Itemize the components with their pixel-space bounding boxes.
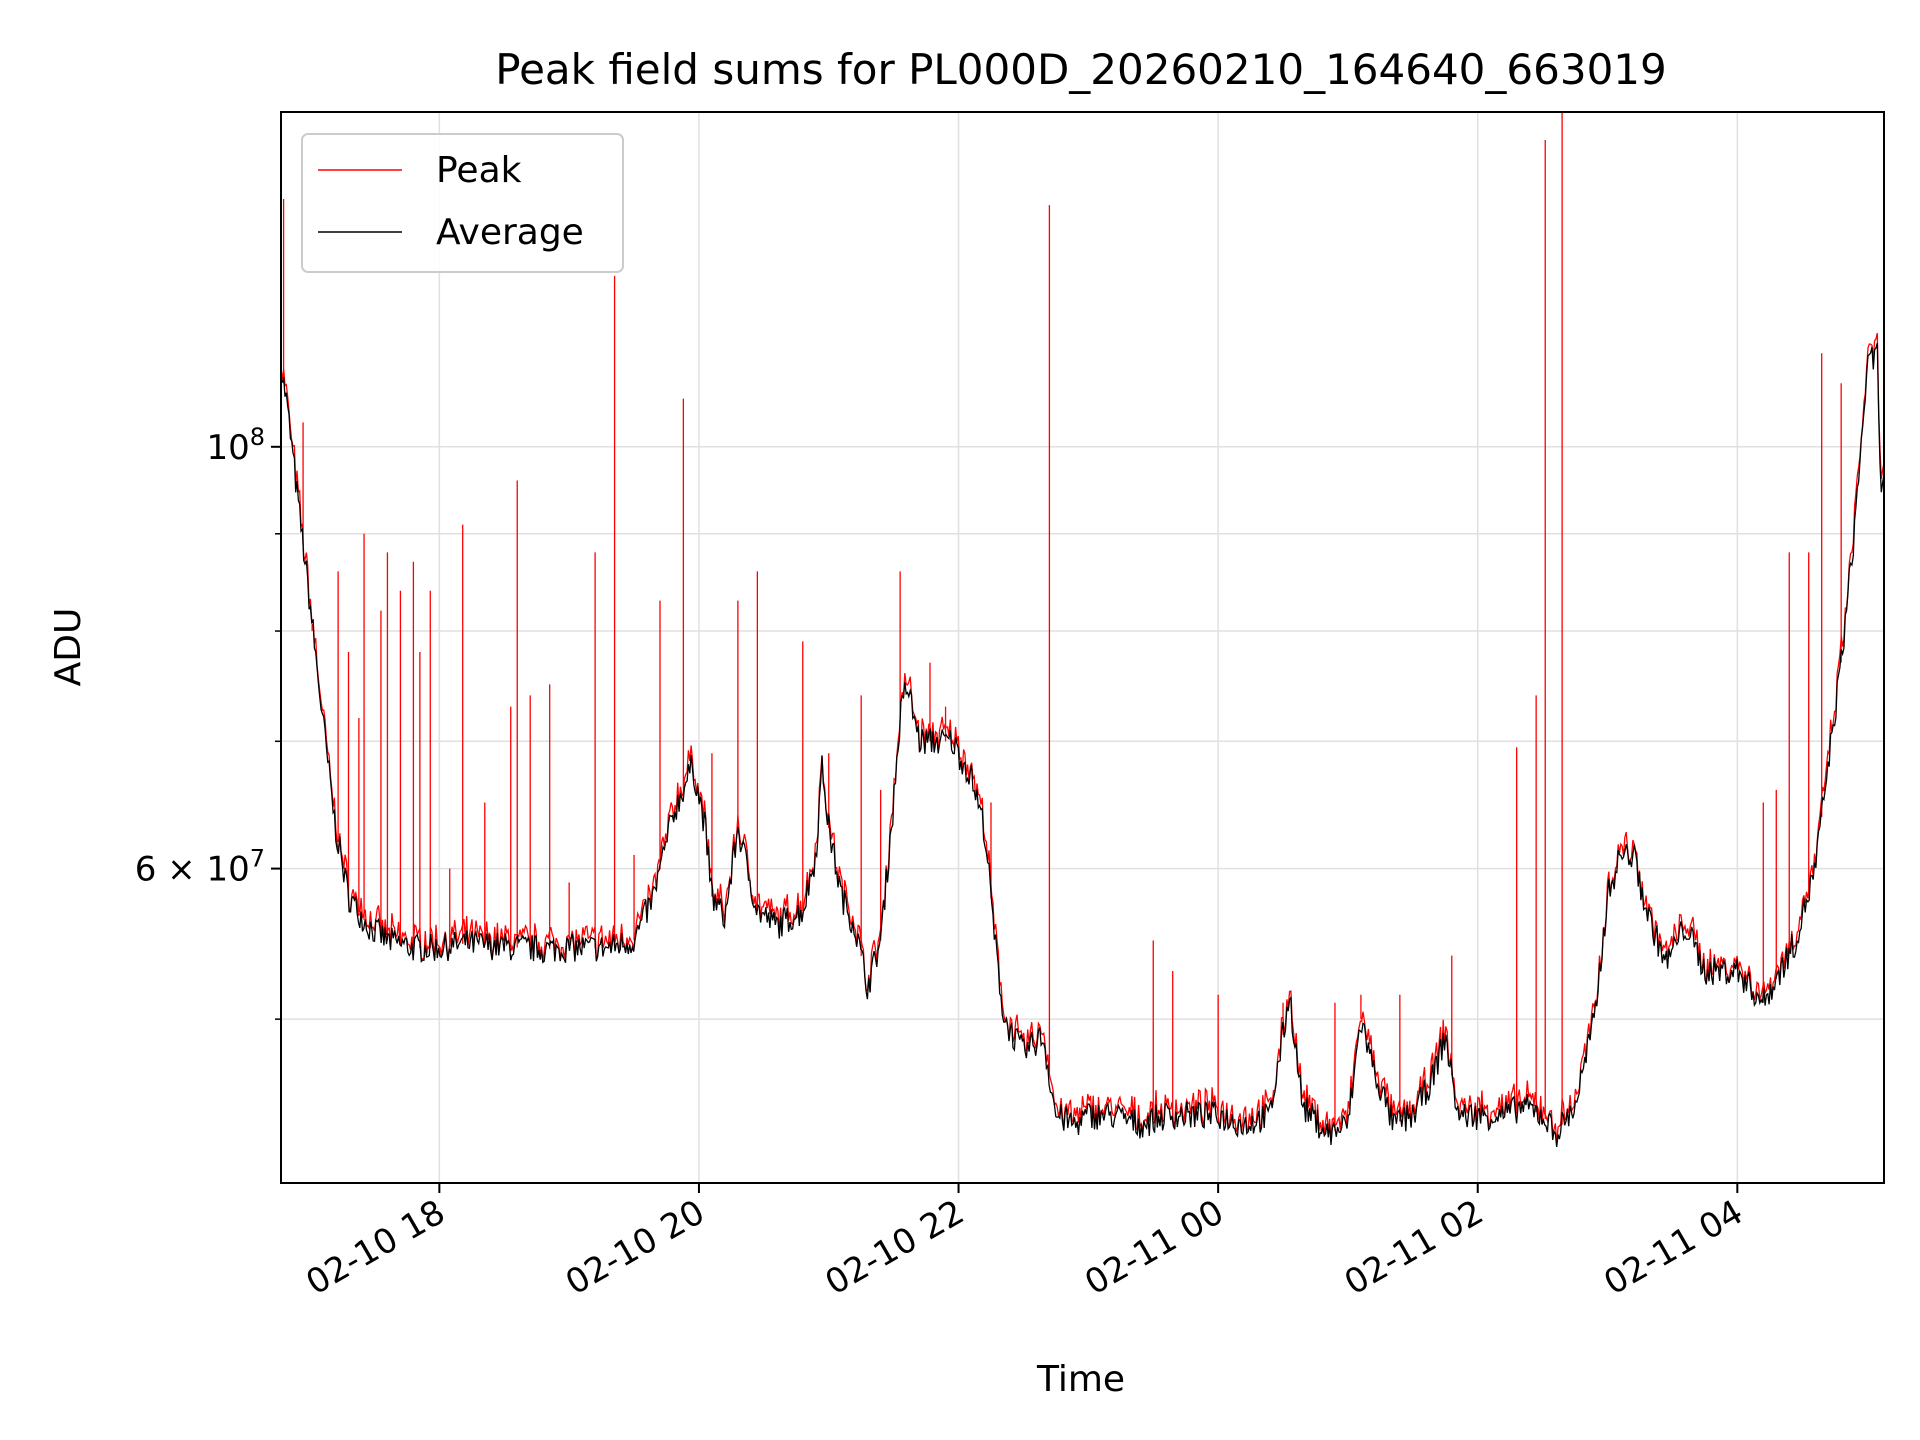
- legend-label-average: Average: [436, 212, 584, 253]
- x-axis-label: Time: [1036, 1359, 1125, 1400]
- y-axis-label: ADU: [48, 608, 89, 687]
- legend: Peak Average: [301, 133, 624, 273]
- series-average-line: [280, 343, 1885, 1147]
- legend-label-peak: Peak: [436, 150, 522, 191]
- y-tick-label-0: 108: [206, 423, 265, 468]
- plot-frame: [280, 111, 1885, 1184]
- legend-box: [301, 133, 624, 273]
- chart-title: Peak field sums for PL000D_20260210_1646…: [495, 45, 1666, 94]
- y-axis: 108 6 × 107: [135, 423, 281, 1020]
- y-tick-label-1: 6 × 107: [135, 845, 265, 890]
- grid-lines: [281, 112, 1884, 1183]
- plot-area: [280, 112, 1885, 1147]
